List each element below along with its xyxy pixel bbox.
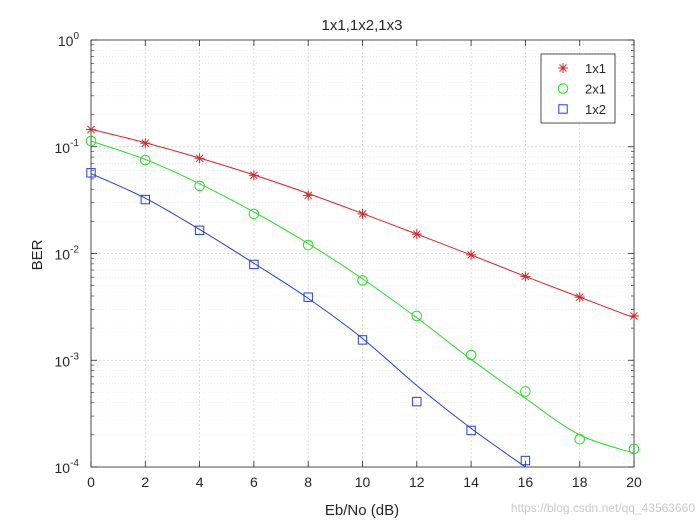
- asterisk-stroke: [630, 312, 638, 320]
- asterisk-stroke: [250, 171, 258, 180]
- x-tick-label: 14: [463, 474, 479, 490]
- asterisk-stroke: [559, 64, 567, 72]
- asterisk-stroke: [141, 139, 150, 148]
- data-point-1x1: [140, 138, 151, 149]
- data-point-2x1: [194, 180, 205, 192]
- data-point-1x2: [140, 194, 151, 205]
- y-tick-label: 10-4: [55, 458, 80, 476]
- x-tick-label: 10: [355, 474, 371, 490]
- legend: 1x1 2x1 1x2: [540, 53, 616, 124]
- data-point-2x1: [357, 275, 368, 286]
- data-point-2x1: [574, 433, 586, 445]
- legend-box: [540, 53, 616, 124]
- asterisk-stroke: [575, 293, 584, 302]
- data-point-1x2: [194, 225, 205, 235]
- data-point-2x1: [140, 154, 151, 166]
- series-markers: [85, 124, 640, 466]
- data-point-1x1: [194, 153, 205, 164]
- asterisk-stroke: [412, 230, 421, 238]
- data-point-2x1: [411, 310, 423, 322]
- data-point-1x2: [357, 335, 368, 345]
- asterisk-stroke: [87, 125, 95, 134]
- x-tick-label: 16: [518, 474, 534, 490]
- asterisk-stroke: [521, 272, 530, 281]
- asterisk-stroke: [467, 251, 475, 259]
- asterisk-stroke: [358, 209, 367, 218]
- data-point-1x2: [520, 455, 531, 466]
- data-point-1x1: [86, 124, 96, 135]
- y-tick-labels: 100 10-1 10-2 10-3 10-4: [55, 31, 80, 476]
- legend-marker-2x1: [557, 83, 569, 94]
- legend-label: 1x1: [585, 61, 606, 76]
- x-tick-label: 12: [409, 474, 425, 490]
- y-axis-title: BER: [29, 239, 46, 270]
- data-point-1x2: [466, 425, 476, 436]
- legend-label: 2x1: [585, 82, 606, 97]
- x-tick-label: 20: [626, 474, 642, 490]
- x-tick-labels: 0 2 4 6 8 10 12 14 16 18 20: [87, 474, 642, 490]
- legend-label: 1x2: [585, 102, 606, 117]
- y-tick-label: 10-2: [55, 245, 80, 263]
- data-point-2x1: [85, 135, 97, 147]
- asterisk-stroke: [195, 154, 204, 163]
- data-point-2x1: [465, 349, 477, 361]
- data-point-1x1: [574, 292, 585, 303]
- y-tick-label: 10-1: [55, 138, 80, 156]
- legend-marker-1x1: [558, 63, 568, 73]
- data-point-1x2: [86, 168, 96, 178]
- data-point-2x1: [248, 208, 260, 220]
- data-point-1x2: [303, 292, 313, 302]
- data-point-1x1: [466, 249, 477, 260]
- asterisk-stroke: [304, 191, 313, 200]
- x-tick-label: 4: [196, 474, 204, 490]
- x-tick-label: 8: [304, 474, 312, 490]
- series-line-1x2: [91, 173, 526, 467]
- x-tick-label: 2: [141, 474, 149, 490]
- data-point-1x1: [248, 170, 259, 181]
- chart-title: 1x1,1x2,1x3: [322, 17, 403, 34]
- data-point-1x1: [520, 271, 531, 282]
- watermark-text: https://blog.csdn.net/qq_43563660: [511, 501, 695, 515]
- data-point-1x1: [357, 208, 368, 219]
- y-tick-label: 10-3: [55, 351, 80, 369]
- x-tick-label: 0: [87, 474, 95, 490]
- y-tick-label: 100: [58, 31, 80, 49]
- data-point-1x1: [303, 190, 314, 201]
- data-point-2x1: [302, 239, 314, 251]
- series-line-2x1: [91, 140, 634, 454]
- x-tick-label: 6: [250, 474, 258, 490]
- data-point-2x1: [628, 443, 640, 455]
- data-point-1x2: [249, 259, 259, 270]
- data-point-1x1: [411, 229, 422, 240]
- legend-marker-1x2: [558, 104, 568, 114]
- x-tick-label: 18: [572, 474, 588, 490]
- minor-grid: [91, 44, 634, 436]
- x-axis-title: Eb/No (dB): [325, 502, 399, 519]
- axis-ticks: [90, 39, 635, 468]
- data-point-2x1: [520, 386, 531, 397]
- data-point-1x1: [629, 310, 639, 321]
- data-point-1x2: [412, 396, 422, 407]
